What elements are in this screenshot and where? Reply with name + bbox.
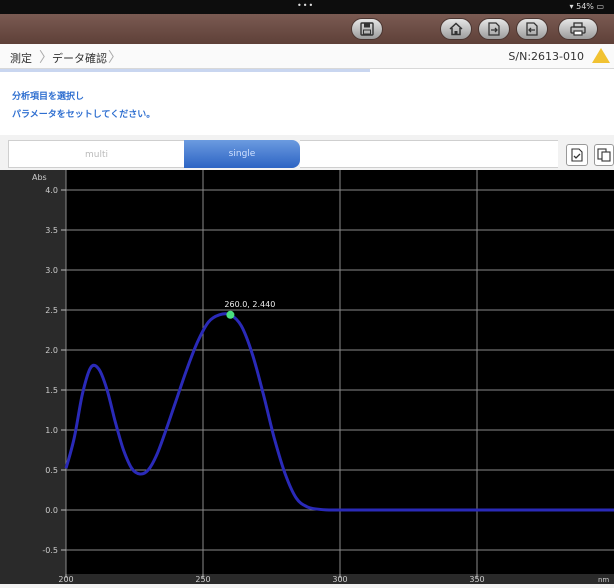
toolbar bbox=[0, 14, 614, 44]
y-tick-label: 3.5 bbox=[45, 226, 58, 235]
x-tick-label: 250 bbox=[195, 575, 210, 584]
status-dots: ••• bbox=[297, 1, 315, 10]
copy-icon bbox=[597, 148, 611, 162]
mode-tabs: multi single bbox=[0, 138, 614, 170]
peak-marker-label: 260.0, 2.440 bbox=[224, 300, 275, 309]
y-tick-label: 1.0 bbox=[45, 426, 58, 435]
spectrum-chart[interactable]: -0.5 0.0 0.5 1.0 1.5 2.0 2.5 3.0 3.5 4.0 200 250 30… bbox=[0, 170, 614, 584]
y-tick-label: 4.0 bbox=[45, 186, 58, 195]
save-button[interactable] bbox=[351, 18, 383, 40]
y-tick-label: 0.5 bbox=[45, 466, 58, 475]
x-tick-label: 350 bbox=[469, 575, 484, 584]
check-document-button[interactable] bbox=[566, 144, 588, 166]
spectrum-chart-svg[interactable]: -0.5 0.0 0.5 1.0 1.5 2.0 2.5 3.0 3.5 4.0 200 250 30… bbox=[0, 170, 614, 584]
y-tick-label: 3.0 bbox=[45, 266, 58, 275]
battery-icon: ▭ bbox=[596, 2, 604, 11]
message-line-2: パラメータをセットしてください。 bbox=[12, 110, 156, 120]
battery-level: 54% bbox=[576, 2, 594, 11]
battery-indicator: ▾ 54% ▭ bbox=[570, 2, 604, 11]
tab-multi[interactable]: multi bbox=[8, 140, 184, 168]
message-accent bbox=[0, 69, 370, 72]
breadcrumb-item-measure[interactable]: 測定 bbox=[10, 52, 32, 65]
spectrum-line bbox=[64, 312, 614, 512]
x-axis: 200 250 300 350 bbox=[58, 574, 485, 584]
y-tick-label: 2.5 bbox=[45, 306, 58, 315]
breadcrumb-separator: 〉 bbox=[108, 50, 122, 66]
floppy-disk-icon bbox=[360, 22, 374, 36]
y-tick-label: 1.5 bbox=[45, 386, 58, 395]
copy-button[interactable] bbox=[594, 144, 614, 166]
y-axis: -0.5 0.0 0.5 1.0 1.5 2.0 2.5 3.0 3.5 4.0 bbox=[42, 186, 66, 555]
tab-bar-fill bbox=[300, 140, 558, 168]
peak-marker[interactable] bbox=[226, 310, 235, 319]
printer-icon bbox=[570, 22, 586, 36]
import-button[interactable] bbox=[516, 18, 548, 40]
x-axis-label: nm bbox=[598, 576, 609, 584]
y-tick-label: 0.0 bbox=[45, 506, 58, 515]
import-icon bbox=[526, 22, 538, 36]
checklist-icon bbox=[571, 148, 583, 162]
x-tick-label: 200 bbox=[58, 575, 73, 584]
y-tick-label: 2.0 bbox=[45, 346, 58, 355]
export-icon bbox=[488, 22, 500, 36]
wifi-icon: ▾ bbox=[569, 2, 574, 11]
instruction-message: 分析項目を選択し パラメータをセットしてください。 bbox=[0, 69, 614, 135]
tab-single[interactable]: single bbox=[184, 140, 300, 168]
serial-number: S/N:2613-010 bbox=[508, 50, 584, 63]
breadcrumb-separator: 〉 bbox=[39, 50, 53, 66]
status-bar: ••• ▾ 54% ▭ bbox=[0, 0, 614, 14]
export-button[interactable] bbox=[478, 18, 510, 40]
y-axis-label: Abs bbox=[32, 173, 47, 182]
print-button[interactable] bbox=[558, 18, 598, 40]
x-tick-label: 300 bbox=[332, 575, 347, 584]
y-tick-label: -0.5 bbox=[42, 546, 58, 555]
breadcrumb: 測定 〉 データ確認 〉 S/N:2613-010 bbox=[0, 44, 614, 69]
home-icon bbox=[449, 22, 463, 36]
warning-icon[interactable] bbox=[592, 48, 610, 63]
home-button[interactable] bbox=[440, 18, 472, 40]
message-line-1: 分析項目を選択し bbox=[12, 92, 85, 102]
breadcrumb-item-data-check[interactable]: データ確認 bbox=[52, 52, 107, 65]
